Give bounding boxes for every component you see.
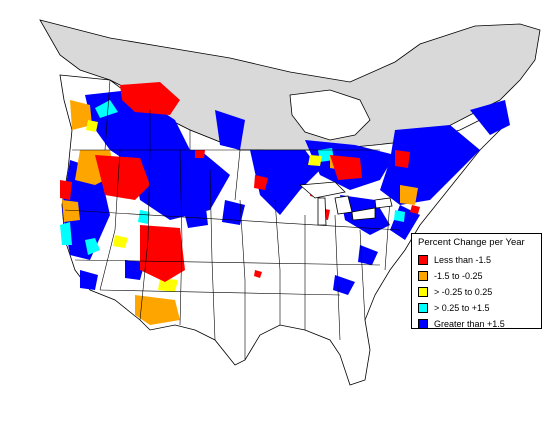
great-lakes [299, 181, 393, 226]
legend-label: Greater than +1.5 [434, 319, 505, 329]
legend-item-less-than-neg-1-5: Less than -1.5 [418, 253, 541, 267]
political-boundaries [64, 79, 401, 360]
hudson-bay [289, 89, 371, 141]
legend-label: > 0.25 to +1.5 [434, 303, 490, 313]
legend-swatch-blue [418, 319, 428, 329]
legend-item-neg-0-25-to-0-25: > -0.25 to 0.25 [418, 285, 541, 299]
legend-swatch-orange [418, 271, 428, 281]
legend-label: Less than -1.5 [434, 255, 492, 265]
legend-label: -1.5 to -0.25 [434, 271, 483, 281]
legend-item-greater-than-1-5: Greater than +1.5 [418, 317, 541, 331]
legend-item-neg-1-5-to-neg-0-25: -1.5 to -0.25 [418, 269, 541, 283]
legend-label: > -0.25 to 0.25 [434, 287, 493, 297]
legend-swatch-yellow [418, 287, 428, 297]
legend-title: Percent Change per Year [418, 237, 525, 248]
legend-swatch-red [418, 255, 428, 265]
trend-patches [60, 82, 510, 325]
legend-item-0-25-to-1-5: > 0.25 to +1.5 [418, 301, 541, 315]
map-legend: Percent Change per Year Less than -1.5 -… [411, 233, 542, 329]
legend-swatch-cyan [418, 303, 428, 313]
